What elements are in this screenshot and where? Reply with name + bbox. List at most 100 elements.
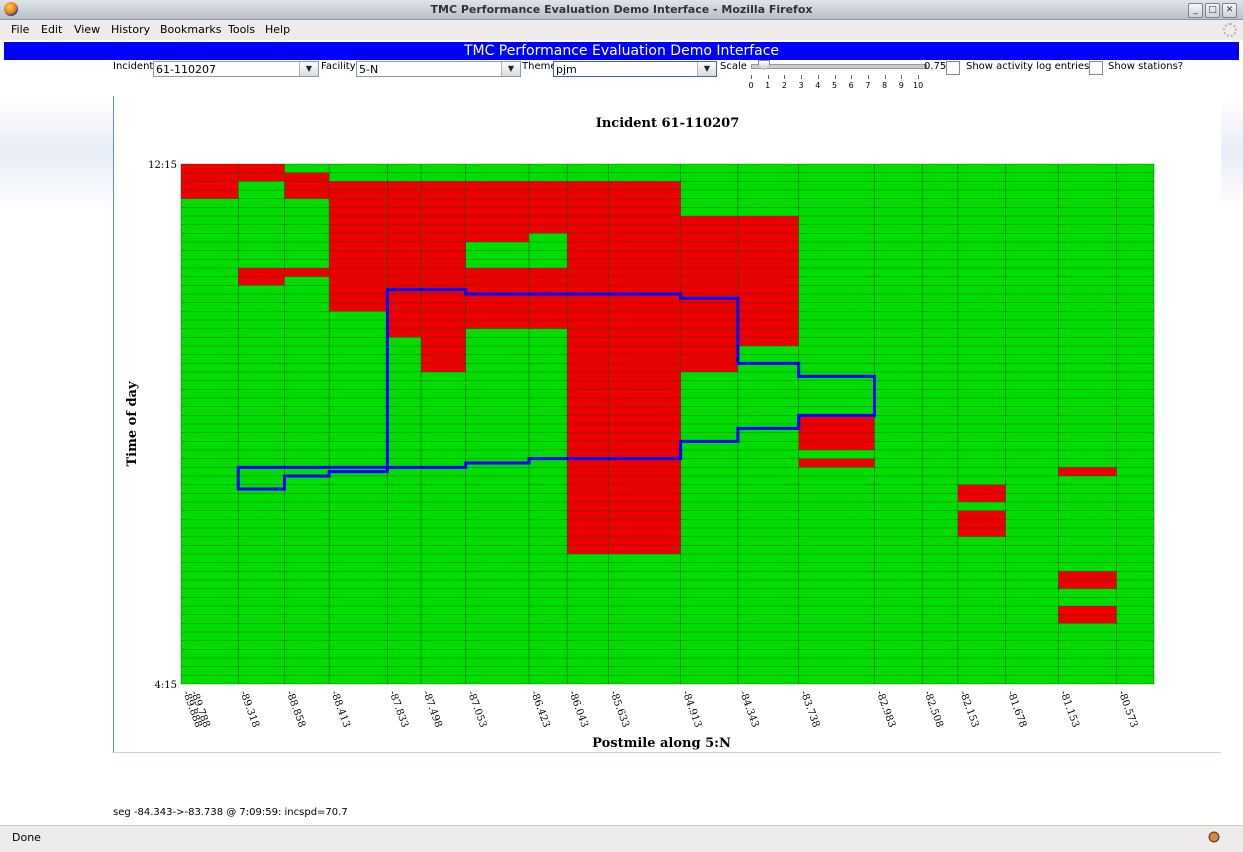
theme-value: pjm — [556, 63, 577, 76]
scale-tick-mark — [901, 75, 903, 79]
chart-title: Incident 61-110207 — [596, 116, 740, 131]
x-tick-label: -87.053 — [465, 689, 488, 729]
scale-tick-mark — [751, 75, 752, 79]
incident-value: 61-110207 — [156, 63, 216, 76]
congested-cell — [1058, 467, 1117, 476]
activity-log-label: Show activity log entries? — [966, 61, 1095, 72]
scale-tick-label: 6 — [848, 81, 854, 90]
app-header: TMC Performance Evaluation Demo Interfac… — [4, 42, 1239, 60]
scale-tick-mark — [851, 75, 853, 79]
congested-cell — [957, 510, 1006, 537]
congested-cell — [798, 441, 875, 450]
x-axis-label: Postmile along 5:N — [592, 736, 731, 751]
theme-select[interactable]: pjm ▼ — [553, 61, 717, 77]
congested-cell — [329, 268, 388, 277]
bug-icon — [1207, 830, 1221, 844]
firefox-icon — [4, 2, 18, 16]
chevron-down-icon[interactable]: ▼ — [501, 62, 520, 76]
incident-outline — [236, 288, 876, 491]
menu-history[interactable]: History — [111, 23, 151, 36]
facility-value: 5-N — [359, 63, 379, 76]
scale-label: Scale — [720, 61, 747, 72]
x-tick-label: -88.858 — [284, 689, 307, 729]
scale-tick-label: 8 — [882, 81, 888, 90]
congested-cell — [387, 259, 422, 268]
congested-cell — [284, 172, 330, 199]
congested-cell — [798, 415, 875, 442]
x-tick-label: -87.833 — [387, 689, 410, 729]
heatmap-chart[interactable]: Incident 61-110207 12:15 4:15 Time of day -8… — [114, 96, 1221, 752]
scale-tick-label: 10 — [913, 81, 924, 90]
congested-cell — [329, 181, 388, 312]
scale-tick-label: 7 — [865, 81, 871, 90]
menu-edit[interactable]: Edit — [41, 23, 63, 36]
status-done: Done — [12, 831, 41, 844]
x-tick-label: -85.633 — [608, 689, 631, 729]
stations-checkbox[interactable] — [1089, 61, 1103, 75]
scale-tick-label: 0 — [748, 81, 754, 90]
scale-tick-mark — [784, 75, 786, 79]
menu-bookmarks[interactable]: Bookmarks — [160, 23, 222, 36]
scale-tick-mark — [801, 75, 803, 79]
scale-tick-label: 2 — [781, 81, 787, 90]
scale-tick-mark — [817, 75, 819, 79]
scale-value: 0.75 — [924, 61, 947, 72]
window-titlebar: TMC Performance Evaluation Demo Interfac… — [0, 0, 1243, 20]
scale-slider-track[interactable] — [751, 64, 927, 69]
statusbar: Done — [0, 825, 1243, 852]
y-axis-label: Time of day — [125, 381, 140, 466]
congested-cell — [567, 320, 609, 554]
theme-label: Theme — [522, 61, 557, 72]
facility-label: Facility: — [321, 61, 359, 72]
scale-slider-thumb[interactable] — [758, 60, 770, 70]
congested-cell — [465, 181, 530, 242]
throbber-icon — [1223, 23, 1237, 37]
scale-tick-label: 3 — [798, 81, 804, 90]
x-tick-label: -83.738 — [798, 689, 821, 729]
scale-tick-label: 1 — [765, 81, 771, 90]
incident-label: Incident: — [113, 61, 157, 72]
congested-cell — [465, 268, 530, 329]
scale-tick-label: 4 — [815, 81, 821, 90]
hover-status-text: seg -84.343->-83.738 @ 7:09:59: incspd=7… — [113, 807, 348, 818]
x-tick-label: -86.043 — [566, 689, 589, 729]
chevron-down-icon[interactable]: ▼ — [697, 62, 716, 76]
x-tick-label: -86.423 — [528, 689, 551, 729]
scale-tick-mark — [834, 75, 836, 79]
scale-tick-mark — [867, 75, 869, 79]
scale-tick-mark — [767, 75, 769, 79]
x-tick-label: -82.983 — [874, 689, 897, 729]
activity-log-checkbox[interactable] — [946, 61, 960, 75]
maximize-button[interactable]: □ — [1205, 3, 1220, 18]
menubar: File Edit View History Bookmarks Tools H… — [0, 20, 1243, 40]
chart-panel: Incident 61-110207 12:15 4:15 Time of day -8… — [113, 96, 1221, 753]
x-tick-label: -80.573 — [1116, 689, 1139, 729]
y-tick-label: 4:15 — [155, 680, 177, 691]
chevron-down-icon[interactable]: ▼ — [299, 62, 318, 76]
scale-tick-label: 5 — [831, 81, 838, 90]
facility-select[interactable]: 5-N ▼ — [356, 61, 521, 77]
window-title: TMC Performance Evaluation Demo Interfac… — [430, 3, 813, 16]
x-tick-label: -89.318 — [237, 689, 260, 729]
close-button[interactable]: ✕ — [1222, 3, 1237, 18]
x-tick-label: -81.153 — [1057, 689, 1080, 729]
menu-file[interactable]: File — [11, 23, 30, 36]
x-tick-label: -87.498 — [420, 689, 443, 729]
stations-label: Show stations? — [1108, 61, 1184, 72]
congested-cell — [798, 458, 875, 468]
congested-cell — [529, 190, 568, 234]
x-tick-label: -82.153 — [957, 689, 980, 729]
x-tick-label: -88.413 — [328, 689, 351, 729]
x-tick-label: -81.678 — [1005, 689, 1028, 729]
minimize-button[interactable]: _ — [1188, 3, 1203, 18]
congested-cell — [181, 181, 239, 190]
menu-view[interactable]: View — [74, 23, 101, 36]
menu-tools[interactable]: Tools — [228, 23, 256, 36]
x-tick-label: -84.343 — [737, 689, 760, 729]
congested-cell — [284, 268, 330, 277]
y-tick-label: 12:15 — [148, 160, 177, 171]
congested-cell — [387, 268, 422, 277]
menu-help[interactable]: Help — [265, 23, 291, 36]
x-tick-label: -82.508 — [921, 689, 944, 729]
incident-select[interactable]: 61-110207 ▼ — [153, 61, 319, 77]
